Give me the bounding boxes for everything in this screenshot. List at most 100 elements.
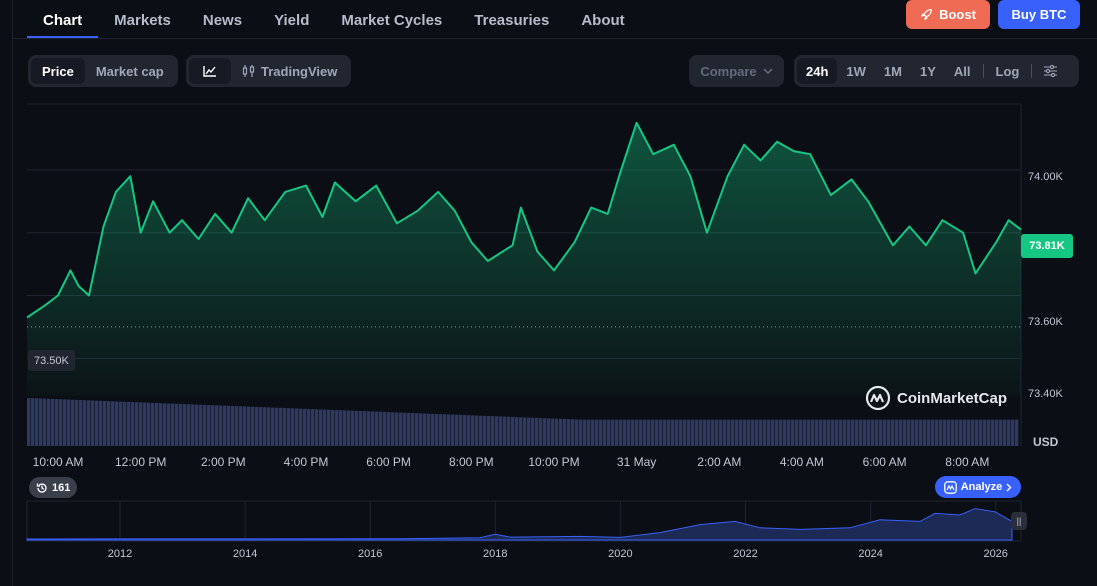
volume-bar xyxy=(211,405,215,446)
volume-bar xyxy=(147,402,151,446)
navigator-tick-label: 2016 xyxy=(357,548,383,560)
volume-bar xyxy=(903,419,907,446)
volume-bar xyxy=(595,419,599,446)
volume-bar xyxy=(731,419,735,446)
volume-bar xyxy=(271,407,275,446)
volume-bar xyxy=(587,419,591,446)
volume-bar xyxy=(179,403,183,446)
metric-price[interactable]: Price xyxy=(31,58,85,84)
volume-bar xyxy=(451,414,455,446)
volume-bar xyxy=(839,419,843,446)
volume-bar xyxy=(407,412,411,446)
volume-bar xyxy=(711,419,715,446)
current-price-label: 73.81K xyxy=(1021,234,1073,258)
navigator-history-area xyxy=(26,508,1013,541)
volume-bar xyxy=(299,408,303,446)
volume-bar xyxy=(411,413,415,446)
volume-bar xyxy=(811,419,815,446)
volume-bar xyxy=(559,418,563,446)
volume-bar xyxy=(875,419,879,446)
range-24h[interactable]: 24h xyxy=(797,58,838,84)
volume-bar xyxy=(755,419,759,446)
boost-button[interactable]: Boost xyxy=(906,0,990,29)
volume-bar xyxy=(859,419,863,446)
volume-bar xyxy=(223,405,227,446)
volume-bar xyxy=(939,419,943,446)
volume-bar xyxy=(475,415,479,446)
navigator-tick-label: 2020 xyxy=(608,548,633,560)
rocket-icon xyxy=(921,9,933,20)
volume-bar xyxy=(519,417,523,446)
tab-chart[interactable]: Chart xyxy=(27,0,99,38)
volume-bar xyxy=(155,403,159,446)
log-scale-toggle[interactable]: Log xyxy=(995,63,1020,79)
volume-bar xyxy=(423,413,427,446)
range-1m[interactable]: 1M xyxy=(883,63,902,79)
volume-bar xyxy=(343,410,347,446)
volume-bar xyxy=(591,419,595,446)
volume-bar xyxy=(1011,419,1015,446)
volume-bar xyxy=(707,419,711,446)
line-chart-option[interactable] xyxy=(189,58,231,84)
analyze-button[interactable]: Analyze xyxy=(935,476,1021,498)
volume-bar xyxy=(879,419,883,446)
volume-bar xyxy=(835,419,839,446)
volume-bar xyxy=(651,419,655,446)
volume-bar xyxy=(611,419,615,446)
tab-yield[interactable]: Yield xyxy=(274,12,310,29)
volume-bar xyxy=(663,419,667,446)
tab-about[interactable]: About xyxy=(581,12,625,29)
volume-bar xyxy=(1015,419,1019,446)
volume-bar xyxy=(751,419,755,446)
navigator-tick-label: 2014 xyxy=(232,548,258,560)
history-count-badge[interactable]: 161 xyxy=(29,477,78,498)
reference-price-label: 73.50K xyxy=(28,350,75,371)
volume-bar xyxy=(899,419,903,446)
volume-bar xyxy=(91,400,95,446)
volume-bar xyxy=(743,419,747,446)
x-tick-label: 12:00 PM xyxy=(115,455,167,469)
volume-bar xyxy=(991,419,995,446)
volume-bar xyxy=(143,402,147,446)
range-1y[interactable]: 1Y xyxy=(919,63,936,79)
tab-markets[interactable]: Markets xyxy=(114,12,171,29)
volume-bar xyxy=(647,419,651,446)
tab-treasuries[interactable]: Treasuries xyxy=(474,12,550,29)
tab-market-cycles[interactable]: Market Cycles xyxy=(341,12,443,29)
volume-bar xyxy=(199,404,203,446)
navigator-tick-label: 2026 xyxy=(983,548,1008,560)
chevron-down-icon xyxy=(763,68,773,74)
metric-market-cap[interactable]: Market cap xyxy=(95,63,164,79)
range-all[interactable]: All xyxy=(953,63,971,79)
volume-bar xyxy=(703,419,707,446)
volume-bar xyxy=(435,413,439,446)
volume-bar xyxy=(583,419,587,446)
boost-label: Boost xyxy=(939,7,976,22)
volume-bar xyxy=(259,407,263,446)
volume-bar xyxy=(111,401,115,446)
range-1w[interactable]: 1W xyxy=(846,63,866,79)
tradingview-option[interactable]: TradingView xyxy=(231,58,348,84)
volume-bar xyxy=(47,398,51,446)
volume-bar xyxy=(363,411,367,446)
volume-bar xyxy=(551,418,555,446)
volume-bar xyxy=(935,419,939,446)
compare-dropdown[interactable]: Compare xyxy=(689,55,784,87)
volume-bar xyxy=(775,419,779,446)
volume-bar xyxy=(547,418,551,446)
volume-bar xyxy=(599,419,603,446)
tab-news[interactable]: News xyxy=(202,12,243,29)
volume-bar xyxy=(971,419,975,446)
volume-bar xyxy=(831,419,835,446)
buy-btc-button[interactable]: Buy BTC xyxy=(998,0,1080,29)
volume-bar xyxy=(943,419,947,446)
chart-panel xyxy=(12,0,1097,586)
chart-settings-button[interactable] xyxy=(1035,58,1066,84)
volume-bar xyxy=(275,407,279,446)
volume-bar xyxy=(287,408,291,446)
navigator-handle[interactable]: || xyxy=(1011,512,1027,530)
volume-bar xyxy=(331,409,335,446)
volume-bar xyxy=(963,419,967,446)
volume-bar xyxy=(171,403,175,446)
